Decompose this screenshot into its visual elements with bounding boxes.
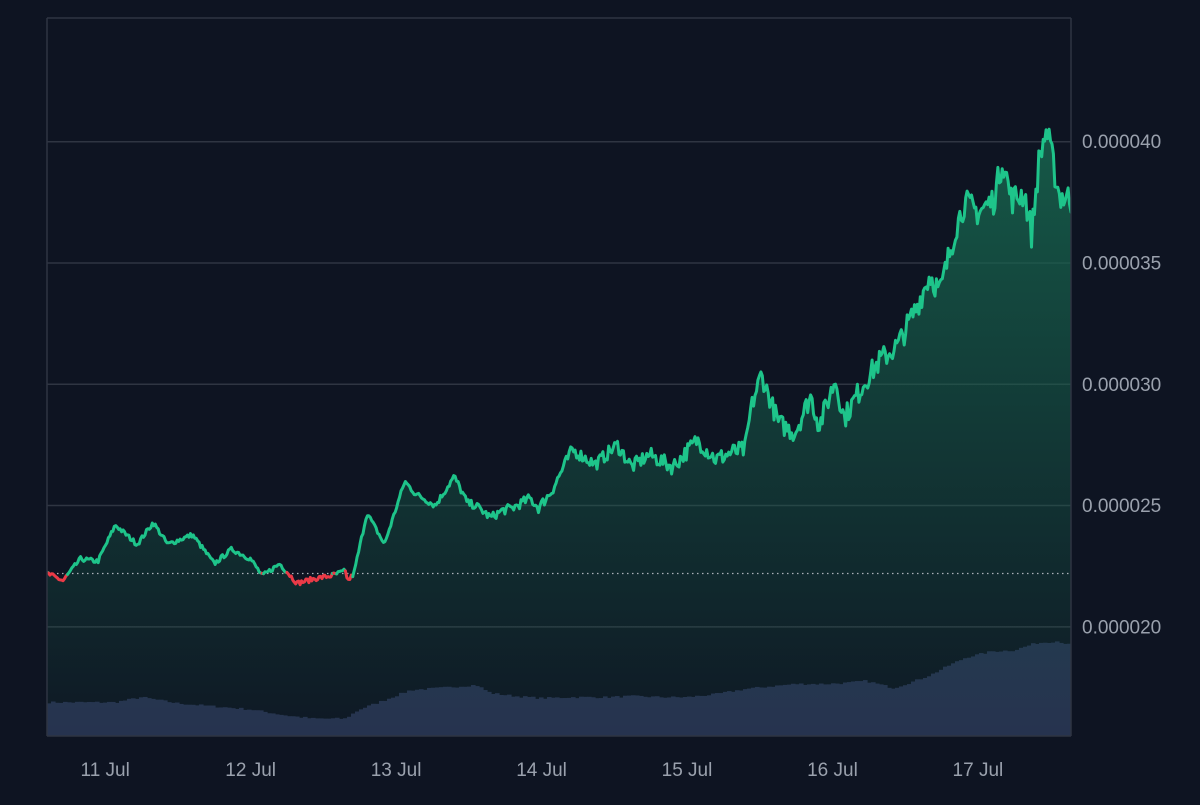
area-layer bbox=[47, 129, 1071, 736]
x-tick-label: 14 Jul bbox=[516, 760, 567, 781]
x-tick-label: 16 Jul bbox=[807, 760, 858, 781]
x-tick-label: 11 Jul bbox=[81, 760, 130, 781]
x-tick-label: 15 Jul bbox=[662, 760, 713, 781]
x-tick-label: 17 Jul bbox=[953, 760, 1004, 781]
x-tick-label: 13 Jul bbox=[371, 760, 422, 781]
y-tick-label: 0.000030 bbox=[1082, 375, 1161, 396]
price-area bbox=[47, 129, 1071, 736]
y-axis-labels: 0.000020 0.000025 0.000030 0.000035 0.000040 bbox=[1082, 132, 1161, 638]
x-tick-label: 12 Jul bbox=[225, 760, 276, 781]
y-tick-label: 0.000040 bbox=[1082, 132, 1161, 153]
y-tick-label: 0.000035 bbox=[1082, 253, 1161, 274]
x-axis-labels: 11 Jul 12 Jul 13 Jul 14 Jul 15 Jul 16 Jul 17 J… bbox=[81, 760, 1004, 781]
y-tick-label: 0.000025 bbox=[1082, 496, 1161, 517]
y-tick-label: 0.000020 bbox=[1082, 617, 1161, 638]
